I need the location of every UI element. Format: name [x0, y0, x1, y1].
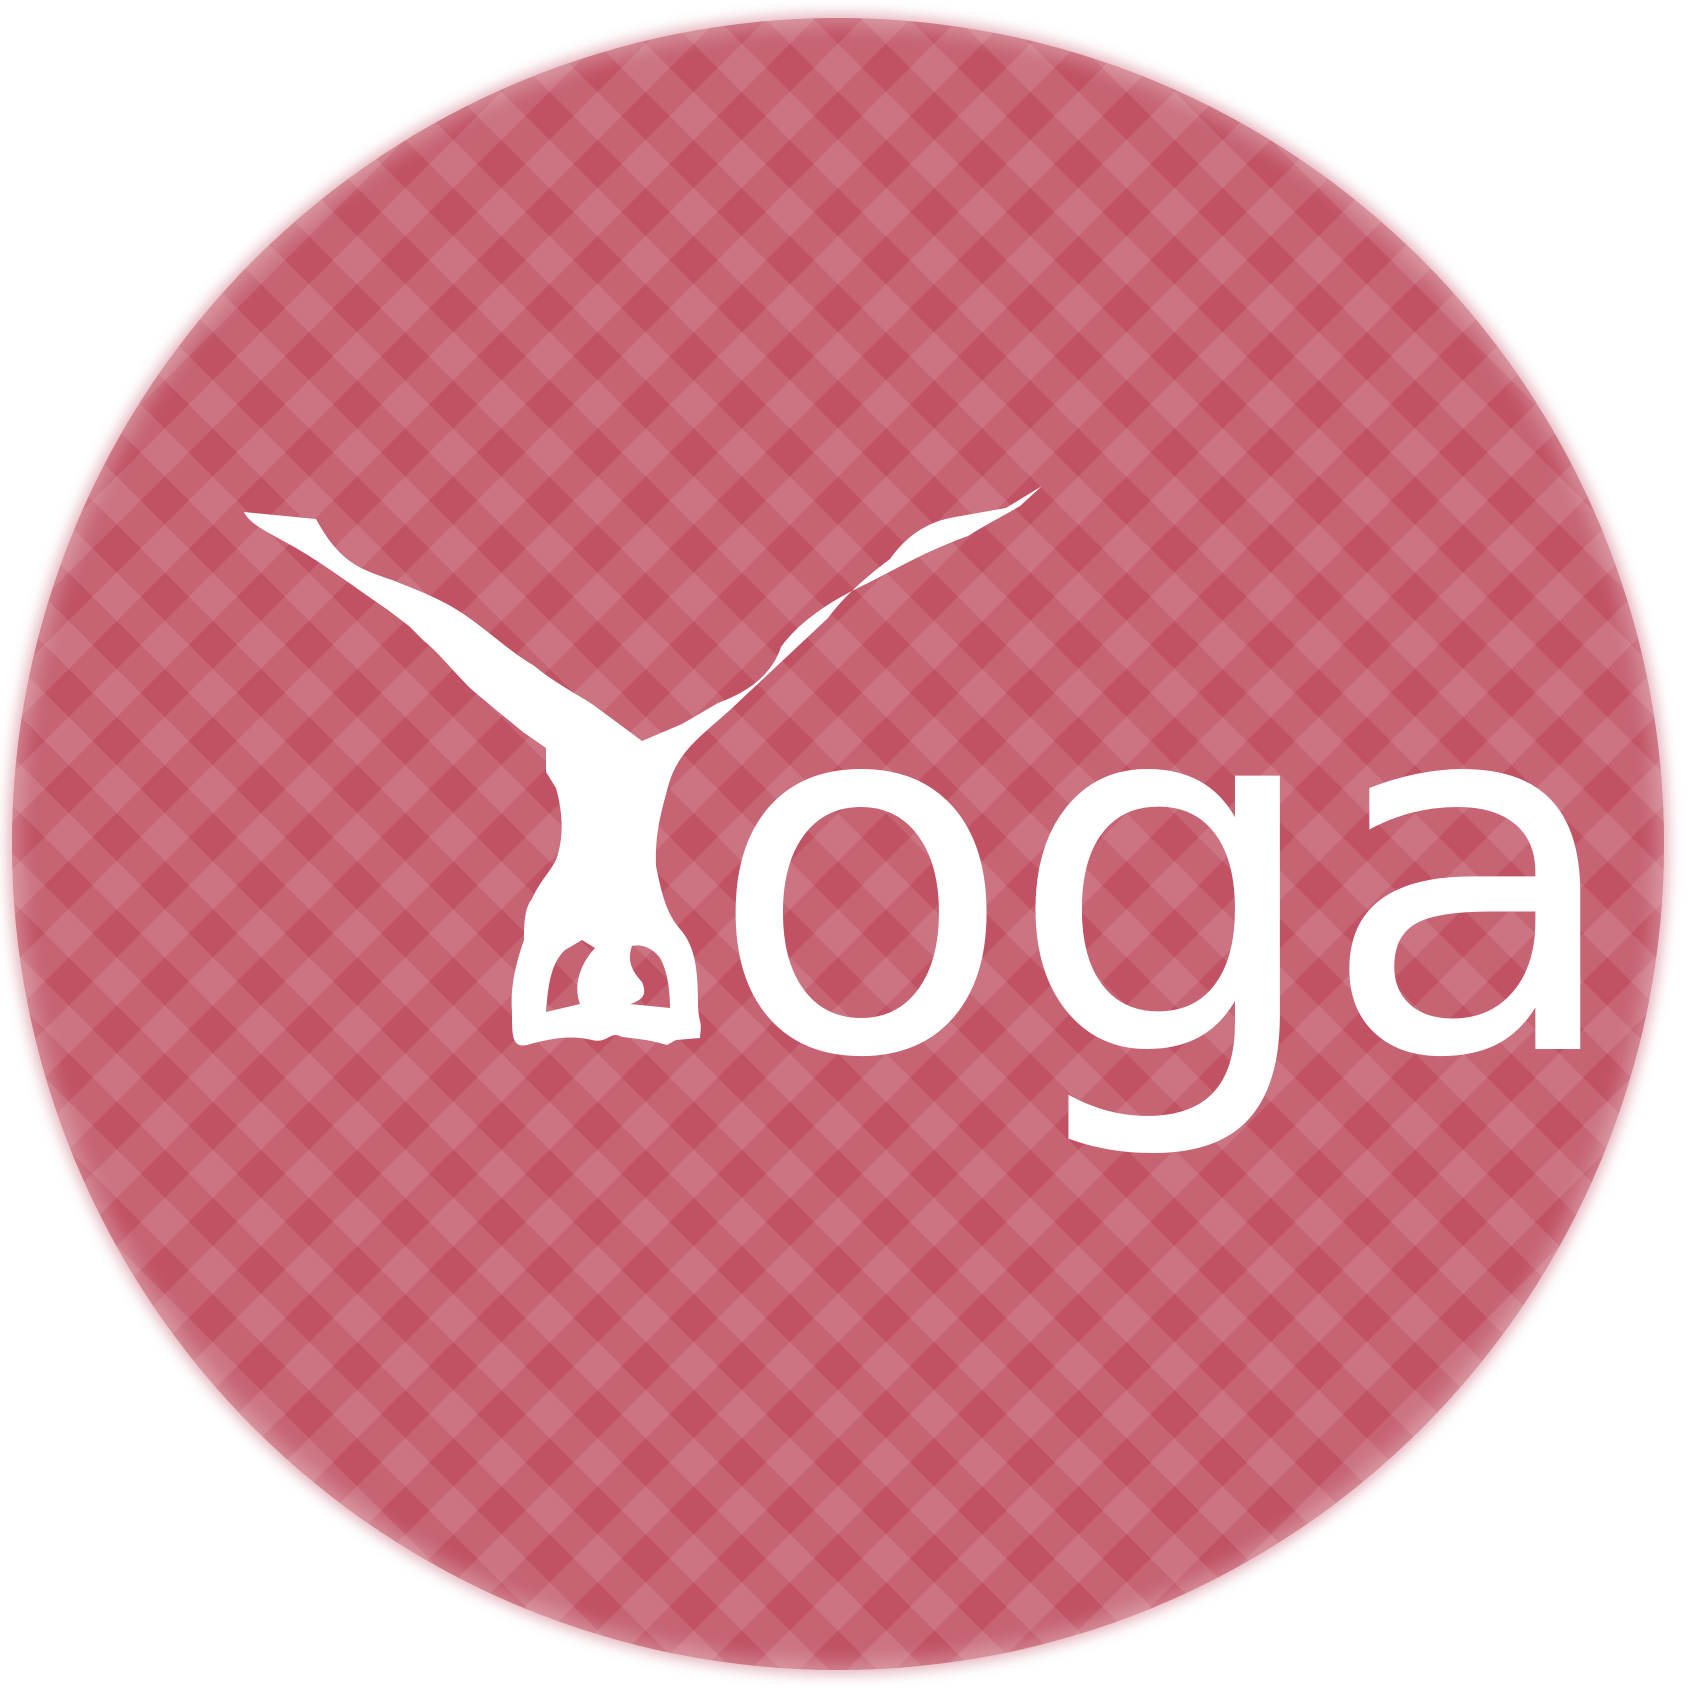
circle-badge — [12, 18, 1664, 1670]
brand-wordmark: oga — [708, 585, 1626, 1167]
